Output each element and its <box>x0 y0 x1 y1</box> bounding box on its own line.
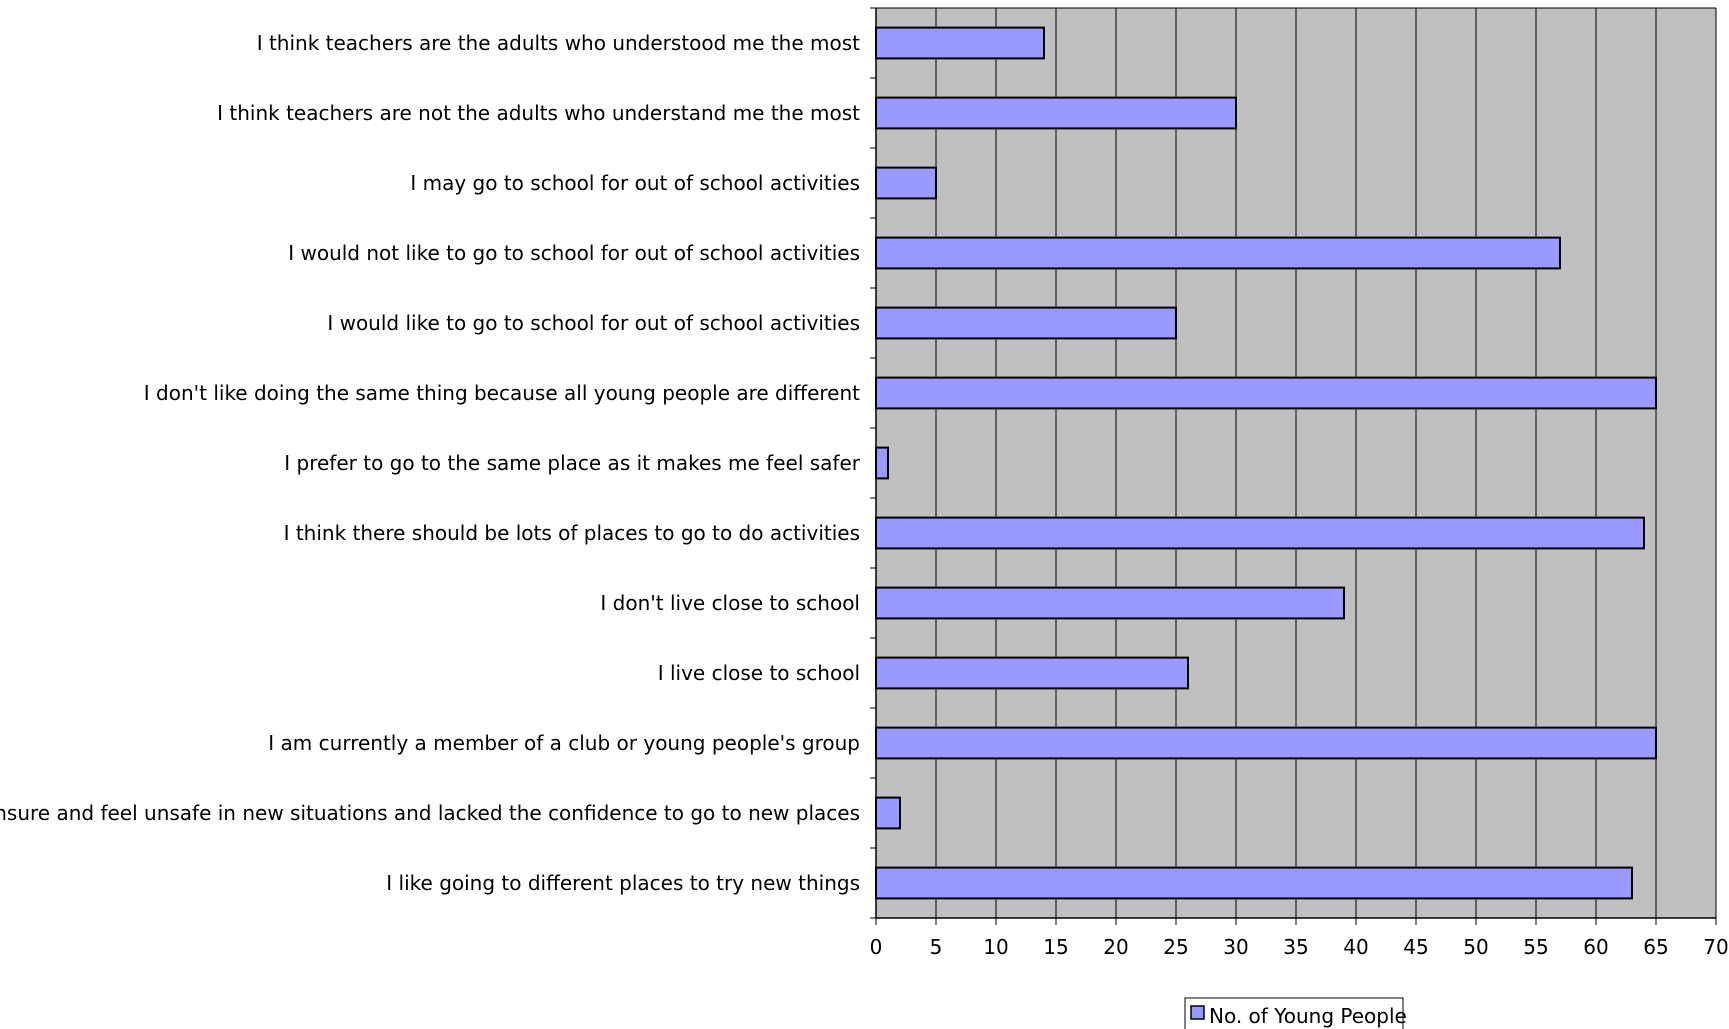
bar-4 <box>875 236 1561 270</box>
category-label-3: I may go to school for out of school act… <box>410 171 860 195</box>
bar-8 <box>875 516 1645 550</box>
category-label-8: I think there should be lots of places t… <box>284 521 860 545</box>
x-tick-label-30: 30 <box>1223 935 1248 959</box>
category-label-6: I don't like doing the same thing becaus… <box>144 381 860 405</box>
category-label-9: I don't live close to school <box>600 591 860 615</box>
x-tick-label-20: 20 <box>1103 935 1128 959</box>
bar-6 <box>875 376 1657 410</box>
category-label-11: I am currently a member of a club or you… <box>268 731 860 755</box>
x-tick-label-0: 0 <box>870 935 883 959</box>
x-tick-label-55: 55 <box>1523 935 1548 959</box>
category-label-12: I am unsure and feel unsafe in new situa… <box>0 801 860 825</box>
category-label-13: I like going to different places to try … <box>386 871 860 895</box>
x-tick-label-65: 65 <box>1643 935 1668 959</box>
axes <box>870 7 1717 925</box>
x-tick-label-15: 15 <box>1043 935 1068 959</box>
category-label-5: I would like to go to school for out of … <box>327 311 860 335</box>
x-tick-label-45: 45 <box>1403 935 1428 959</box>
bar-1 <box>875 26 1045 60</box>
x-tick-labels: 0 5 10 15 20 25 30 35 40 45 50 55 60 65 70 <box>870 935 1729 959</box>
bar-7 <box>875 446 889 480</box>
bar-3 <box>875 166 937 200</box>
bar-13 <box>875 866 1633 900</box>
bar-5 <box>875 306 1177 340</box>
category-label-1: I think teachers are the adults who unde… <box>257 31 860 55</box>
bar-9 <box>875 586 1345 620</box>
bar-12 <box>875 796 901 830</box>
bar-10 <box>875 656 1189 690</box>
legend: No. of Young People <box>1184 997 1407 1029</box>
category-label-7: I prefer to go to the same place as it m… <box>284 451 861 475</box>
bar-11 <box>875 726 1657 760</box>
x-tick-label-35: 35 <box>1283 935 1308 959</box>
bars <box>875 26 1657 900</box>
category-label-4: I would not like to go to school for out… <box>288 241 860 265</box>
x-tick-label-50: 50 <box>1463 935 1488 959</box>
x-tick-label-10: 10 <box>983 935 1008 959</box>
category-label-10: I live close to school <box>658 661 860 685</box>
x-tick-label-5: 5 <box>930 935 943 959</box>
legend-label: No. of Young People <box>1209 1004 1407 1028</box>
category-labels: I think teachers are the adults who unde… <box>0 31 861 895</box>
x-tick-label-70: 70 <box>1703 935 1728 959</box>
x-tick-label-40: 40 <box>1343 935 1368 959</box>
x-tick-label-60: 60 <box>1583 935 1608 959</box>
gridlines <box>876 7 1717 918</box>
bar-2 <box>875 96 1237 130</box>
legend-box <box>1184 997 1404 1029</box>
category-label-2: I think teachers are not the adults who … <box>217 101 860 125</box>
legend-swatch <box>1190 1005 1205 1020</box>
x-tick-label-25: 25 <box>1163 935 1188 959</box>
